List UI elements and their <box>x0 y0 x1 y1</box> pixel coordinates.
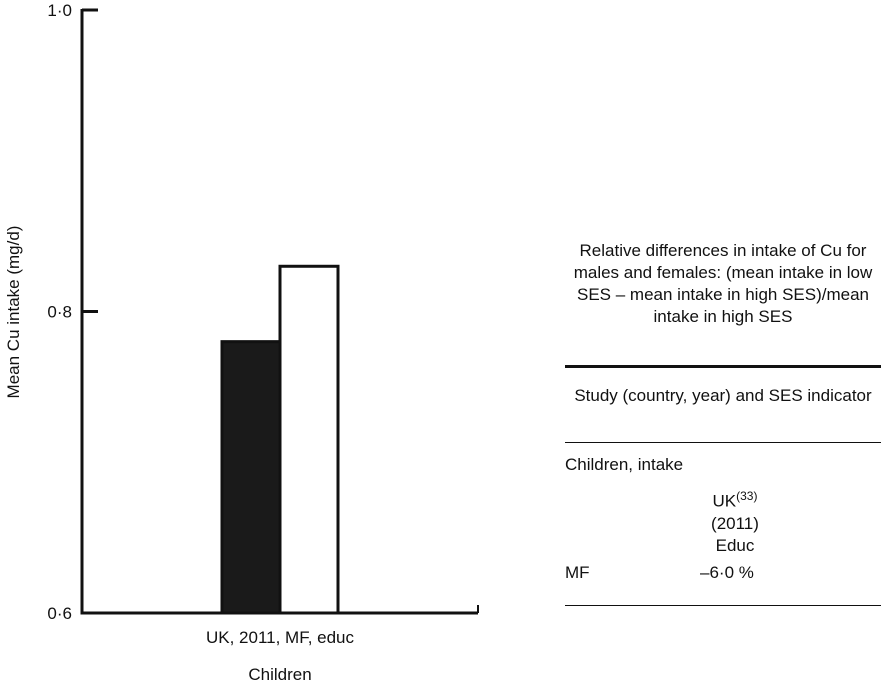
x-axis-label: Children <box>248 665 311 684</box>
y-tick-label: 0·8 <box>47 303 72 322</box>
study-year: (2011) <box>711 513 759 533</box>
study-indicator: Educ <box>715 535 755 555</box>
chart-bars <box>220 264 340 615</box>
study-cell: UK(33) (2011) Educ <box>670 485 800 557</box>
panel-section-label: Children, intake <box>565 455 684 474</box>
y-tick-label: 1·0 <box>47 1 72 20</box>
panel-subheading: Study (country, year) and SES indicator <box>574 386 872 405</box>
y-axis-label: Mean Cu intake (mg/d) <box>4 226 23 399</box>
row-value-mf: –6·0 % <box>700 563 754 582</box>
y-tick-label: 0·6 <box>47 604 72 623</box>
bar <box>220 340 282 615</box>
panel-bottom-rule <box>565 605 881 606</box>
bar <box>278 264 340 615</box>
study-name: UK <box>712 491 737 511</box>
panel-header-rule <box>565 442 881 443</box>
panel-top-rule <box>565 365 881 368</box>
bar-chart: 0·6 0·8 1·0 UK, 2011, MF, educ Children Mean … <box>4 1 479 684</box>
x-category-label: UK, 2011, MF, educ <box>206 628 355 647</box>
chart-labels: 0·6 0·8 1·0 UK, 2011, MF, educ Children Mean … <box>4 1 355 684</box>
study-name-line: UK(33) <box>670 485 800 513</box>
panel-heading: Relative differences in intake of Cu for… <box>573 241 873 326</box>
study-reference: (33) <box>736 489 758 503</box>
row-label-mf: MF <box>565 563 590 582</box>
